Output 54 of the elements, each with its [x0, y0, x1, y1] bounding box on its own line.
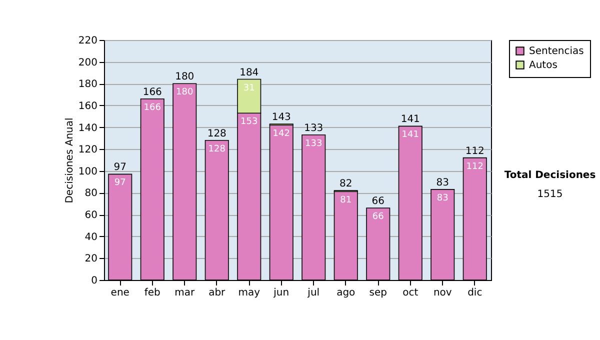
total-label: 83 [436, 177, 449, 188]
data-label: 133 [305, 138, 322, 149]
y-tick-label: 80 [84, 188, 98, 200]
text: 1515 [536, 189, 564, 200]
total-label: 180 [175, 72, 194, 83]
x-tick-label: oct [402, 288, 418, 298]
data-label: 66 [372, 212, 384, 222]
total-label: 166 [142, 86, 162, 98]
x-tick-label: sep [369, 288, 387, 298]
x-tick-label: dic [468, 288, 482, 298]
data-label: 180 [176, 88, 194, 98]
data-label: 97 [114, 178, 126, 188]
total-label: 184 [240, 67, 259, 78]
x-tick-label: jul [306, 288, 320, 298]
total-label: 82 [340, 178, 352, 190]
y-tick-label: 60 [84, 210, 98, 222]
y-tick-label: 180 [78, 79, 98, 90]
y-tick-label: 160 [78, 100, 98, 112]
y-tick-label: 200 [78, 57, 98, 68]
data-label: 166 [144, 102, 162, 113]
x-tick-label: nov [433, 288, 452, 298]
x-tick-label: mar [174, 288, 196, 298]
y-tick-label: 100 [78, 166, 98, 178]
x-tick-label: ene [110, 288, 130, 298]
data-label: 128 [208, 144, 226, 154]
y-tick-label: 40 [84, 232, 98, 243]
y-axis-title: Decisiones Anual [64, 118, 76, 204]
y-tick-label: 220 [78, 36, 98, 46]
y-tick-label: 120 [78, 144, 98, 156]
total-label: 133 [304, 122, 324, 134]
data-label: 81 [340, 196, 352, 206]
legend-label: Sentencias [529, 46, 584, 57]
data-label: 141 [402, 130, 419, 140]
total-label: 128 [207, 128, 226, 140]
y-tick-label: 140 [78, 122, 98, 134]
x-tick-label: ago [336, 288, 356, 298]
data-label: 31 [243, 83, 255, 94]
y-tick-label: 0 [91, 276, 98, 286]
total-label: 66 [372, 196, 384, 207]
data-label: 83 [436, 193, 448, 204]
legend-label: Autos [529, 60, 558, 71]
data-label: 142 [272, 129, 290, 140]
data-label: 112 [466, 162, 484, 172]
y-tick-label: 20 [84, 254, 98, 265]
total-label: 141 [400, 114, 420, 126]
data-label: 153 [240, 117, 258, 128]
x-tick-label: abr [208, 288, 226, 298]
total-label: 97 [114, 162, 126, 174]
total-label: 112 [465, 146, 484, 157]
total-label: 143 [272, 112, 291, 123]
text: Total Decisiones [503, 170, 597, 181]
x-tick-label: feb [144, 288, 160, 298]
x-tick-label: may [238, 288, 260, 298]
x-tick-label: jun [272, 288, 290, 298]
